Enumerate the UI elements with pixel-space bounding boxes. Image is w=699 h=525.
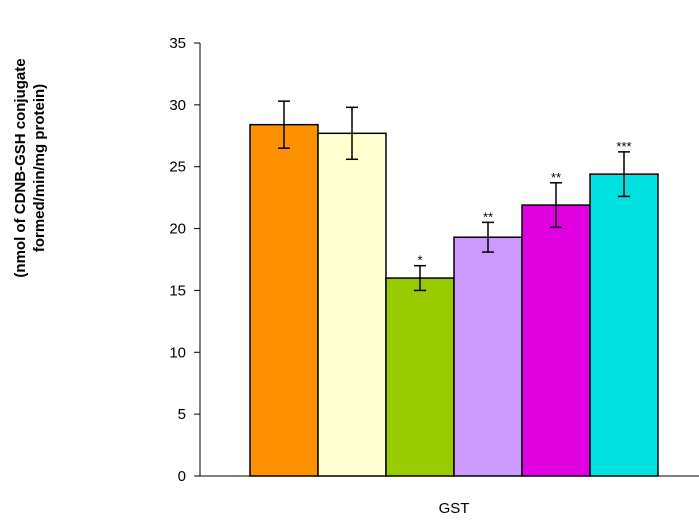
y-axis-ticks: 0 5 10 15 20 25 30 35 — [169, 35, 200, 485]
bar-5 — [521, 204, 591, 477]
error-bar-3 — [414, 264, 426, 292]
significance-label-3: * — [417, 253, 422, 268]
significance-label-4: ** — [483, 209, 493, 224]
error-bar-6 — [618, 151, 630, 198]
y-axis-title-line-1: (nmol of CDNB-GSH conjugate — [12, 58, 29, 277]
error-bar-5 — [550, 182, 562, 229]
bar-2 — [317, 132, 387, 477]
error-bar-2 — [346, 106, 358, 161]
bar-6 — [589, 173, 659, 477]
y-axis-title-line-2: formed/min/mg protein) — [31, 84, 48, 252]
bar-group — [249, 123, 659, 477]
error-bar-4 — [482, 221, 494, 253]
bar-3 — [385, 277, 455, 477]
y-tick-label: 10 — [169, 344, 186, 361]
bar-1 — [249, 123, 319, 477]
y-tick-label: 25 — [169, 159, 186, 176]
bar-4 — [453, 236, 523, 477]
y-tick-label: 30 — [169, 97, 186, 114]
y-tick-label: 20 — [169, 221, 186, 238]
x-axis-category-label: GST — [439, 500, 470, 517]
error-bar-1 — [278, 100, 290, 149]
y-tick-label: 0 — [178, 468, 186, 485]
y-tick-label: 5 — [178, 406, 186, 423]
significance-label-5: ** — [551, 170, 561, 185]
error-bar-group — [278, 100, 630, 292]
y-axis-title: (nmol of CDNB-GSH conjugate formed/min/m… — [12, 58, 48, 277]
significance-label-group: ******** — [417, 139, 631, 268]
y-tick-label: 15 — [169, 282, 186, 299]
y-tick-label: 35 — [169, 35, 186, 52]
significance-label-6: *** — [616, 139, 631, 154]
